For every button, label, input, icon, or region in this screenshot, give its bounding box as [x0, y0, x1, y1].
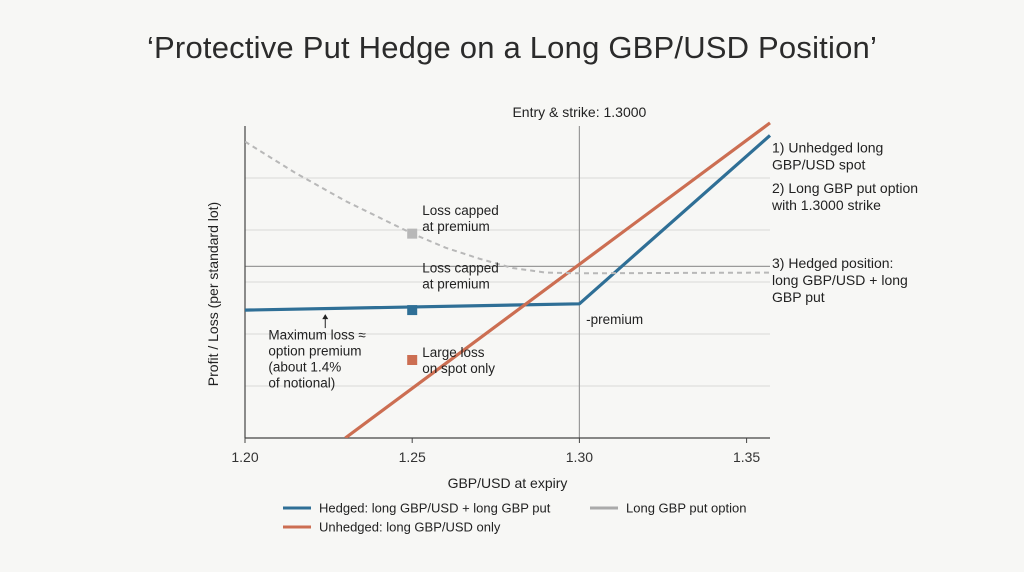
- annotation-line: option premium: [268, 344, 361, 359]
- series-line: [245, 140, 771, 275]
- series-side-label: 2) Long GBP put option with 1.3000 strike: [771, 180, 918, 213]
- side-label-line: GBP put: [772, 289, 825, 305]
- annotation-text: Loss capped at premium: [422, 261, 499, 292]
- annotation-line: Large loss: [422, 345, 485, 360]
- x-axis-label: GBP/USD at expiry: [448, 475, 568, 491]
- x-tick-label: 1.20: [231, 449, 258, 465]
- annotation-line: at premium: [422, 219, 490, 234]
- series-side-label: 1) Unhedged long GBP/USD spot: [772, 140, 883, 173]
- series-line: [245, 134, 772, 312]
- annotation-text: Maximum loss ≈ option premium (about 1.4% o…: [268, 328, 366, 391]
- axes: Entry & strike: 1.3000 GBP/USD at expiry P…: [205, 104, 770, 491]
- annotation-line: at premium: [422, 277, 490, 292]
- annotation-line: of notional): [268, 376, 335, 391]
- side-label-line: 1) Unhedged long: [772, 140, 883, 156]
- annotation-line: (about 1.4%: [268, 360, 341, 375]
- side-label-line: long GBP/USD + long: [772, 272, 908, 288]
- x-tick-label: 1.25: [399, 449, 426, 465]
- side-label-line: with 1.3000 strike: [771, 197, 881, 213]
- annotation-line: -premium: [586, 312, 643, 327]
- legend-label: Long GBP put option: [626, 501, 746, 516]
- side-label-line: 2) Long GBP put option: [772, 180, 918, 196]
- data-point-marker: [407, 305, 418, 316]
- point-markers: [407, 228, 418, 365]
- side-label-line: 3) Hedged position:: [772, 255, 893, 271]
- y-axis-label: Profit / Loss (per standard lot): [205, 202, 221, 386]
- annotation-line: Loss capped: [422, 261, 499, 276]
- x-tick-label: 1.35: [733, 449, 760, 465]
- grid-lines: [245, 126, 770, 439]
- strike-label: Entry & strike: 1.3000: [512, 104, 646, 120]
- series-side-label: 3) Hedged position: long GBP/USD + long GB…: [772, 255, 908, 305]
- series-line: [344, 121, 771, 438]
- side-label-line: GBP/USD spot: [772, 157, 865, 173]
- annotation-line: Maximum loss ≈: [268, 328, 366, 343]
- annotation-text: -premium: [586, 312, 643, 327]
- annotation-arrowhead: [322, 314, 329, 320]
- chart-title: ‘Protective Put Hedge on a Long GBP/USD …: [146, 30, 878, 65]
- annotation-line: Loss capped: [422, 203, 499, 218]
- annotation-text: Loss capped at premium: [422, 203, 499, 234]
- series-lines: [245, 121, 772, 438]
- data-point-marker: [407, 355, 418, 365]
- annotation-line: on spot only: [422, 361, 495, 376]
- annotation-text: Large loss on spot only: [422, 345, 495, 376]
- x-tick-labels: 1.20 1.25 1.30 1.35: [231, 438, 760, 465]
- data-point-marker: [407, 228, 418, 239]
- x-tick-label: 1.30: [566, 449, 593, 465]
- legend-label: Hedged: long GBP/USD + long GBP put: [319, 501, 551, 516]
- legend: Hedged: long GBP/USD + long GBP put Long …: [283, 501, 746, 535]
- legend-label: Unhedged: long GBP/USD only: [319, 520, 501, 535]
